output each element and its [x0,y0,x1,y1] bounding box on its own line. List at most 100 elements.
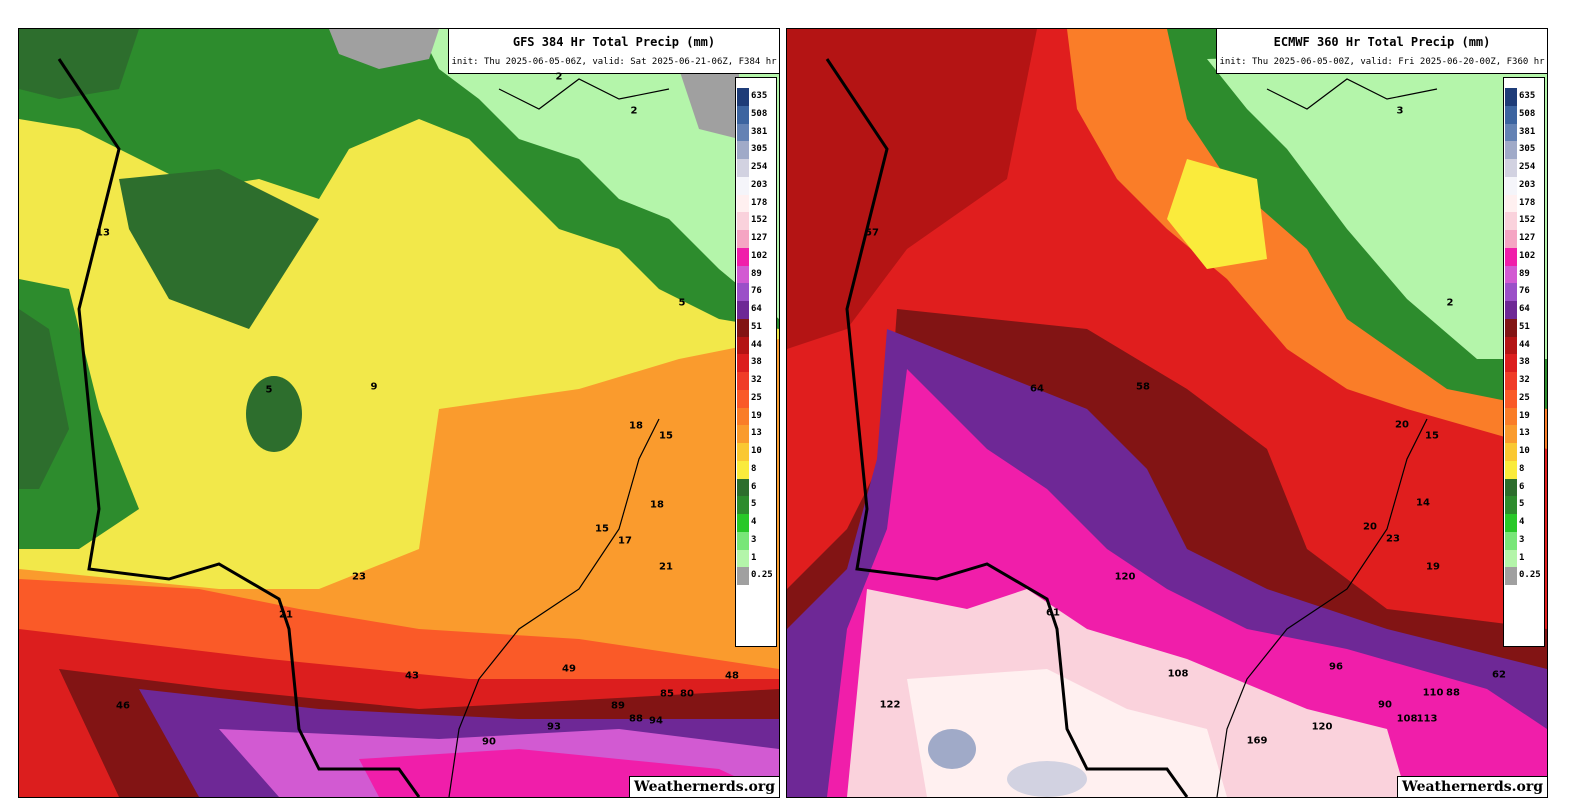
legend-entry: 38 [736,354,776,372]
legend-entry: 5 [736,496,776,514]
legend-label: 64 [1519,304,1530,314]
legend-label: 44 [1519,339,1530,350]
precip-value-label: 15 [659,430,673,442]
legend-label: 203 [1519,179,1536,190]
precip-value-label: 57 [865,227,879,239]
precip-value-label: 2 [555,71,563,83]
legend-swatch [737,336,749,355]
legend-swatch [1505,336,1517,355]
precip-value-label: 23 [1386,533,1400,545]
legend-swatch [1505,425,1517,443]
legend-entry: 203 [1504,176,1544,195]
legend-swatch [1505,443,1517,461]
legend-swatch [737,531,749,550]
legend-entry: 10 [736,443,776,461]
legend-swatch [737,407,749,426]
legend-entry: 13 [736,425,776,443]
precip-value-label: 48 [725,670,739,682]
precip-value-label: 122 [879,699,901,711]
legend-label: 64 [751,304,762,314]
legend-label: 32 [751,375,762,385]
legend-label: 25 [1519,392,1530,403]
gfs-map-panel: GFS 384 Hr Total Precip (mm) init: Thu 2… [18,28,780,798]
legend-label: 38 [1519,357,1530,368]
precip-value-label: 5 [265,384,273,396]
legend-label: 254 [751,162,768,172]
precip-value-label: 2 [630,105,638,117]
legend-swatch [737,389,749,408]
legend-swatch [1505,389,1517,408]
legend-swatch [737,443,749,461]
legend-swatch [737,88,749,106]
legend-swatch [737,141,749,159]
legend-entry: 305 [1504,141,1544,159]
precip-value-label: 15 [595,523,609,535]
precip-value-label: 88 [629,713,643,725]
legend-label: 89 [1519,268,1530,279]
legend-entry: 0.25 [736,567,776,585]
precip-value-label: 90 [482,736,496,748]
legend-entry: 44 [1504,336,1544,355]
legend-entry: 381 [736,123,776,142]
legend-swatch [1505,141,1517,159]
legend-entry: 178 [1504,194,1544,213]
legend-entry: 64 [736,301,776,319]
precip-value-label: 43 [405,670,419,682]
legend-swatch [737,567,749,585]
legend-swatch [737,549,749,568]
legend-label: 51 [1519,321,1530,332]
ecmwf-map-panel: ECMWF 360 Hr Total Precip (mm) init: Thu… [786,28,1548,798]
precip-value-label: 96 [1329,661,1343,673]
precip-value-label: 169 [1246,735,1268,747]
legend-entry: 44 [736,336,776,355]
legend-label: 5 [1519,499,1525,510]
map-subtitle: init: Thu 2025-06-05-00Z, valid: Fri 202… [1219,57,1545,67]
precip-value-label: 62 [1492,669,1506,681]
legend-swatch [1505,460,1517,479]
legend-label: 4 [1519,517,1525,527]
legend-label: 178 [751,197,768,208]
legend-label: 44 [751,339,762,350]
precip-value-label: 21 [279,609,293,621]
precip-value-label: 120 [1311,721,1333,733]
legend-entry: 0.25 [1504,567,1544,585]
legend-swatch [737,460,749,479]
legend-label: 19 [1519,410,1530,421]
legend-entry: 102 [1504,247,1544,266]
legend-swatch [737,230,749,248]
legend-entry: 8 [736,460,776,479]
legend-label: 4 [751,517,757,527]
legend-entry: 203 [736,176,776,195]
precip-value-label: 49 [562,663,576,675]
precip-value-label: 19 [1426,561,1440,573]
precip-value-label: 61 [1046,607,1060,619]
legend-label: 178 [1519,197,1536,208]
legend-entry: 8 [1504,460,1544,479]
legend-label: 635 [751,91,768,101]
legend-swatch [737,123,749,142]
legend-entry: 10 [1504,443,1544,461]
legend-label: 5 [751,499,757,510]
legend-swatch [737,212,749,230]
legend-label: 38 [751,357,762,368]
legend-swatch [1505,496,1517,514]
legend-entry: 76 [736,283,776,301]
legend-entry: 19 [736,407,776,426]
legend-label: 6 [751,481,757,492]
legend-swatch [737,194,749,213]
legend-entry: 25 [1504,389,1544,408]
legend-swatch [737,283,749,301]
legend-entry: 254 [736,159,776,177]
legend-entry: 51 [736,318,776,337]
legend-label: 1 [751,552,757,563]
legend-swatch [1505,567,1517,585]
map-title: ECMWF 360 Hr Total Precip (mm) [1273,35,1491,49]
legend-label: 127 [751,233,768,243]
legend-swatch [1505,478,1517,497]
legend-swatch [1505,105,1517,124]
legend-entry: 127 [1504,230,1544,248]
legend-label: 0.25 [751,570,773,581]
legend-swatch [1505,514,1517,532]
precip-value-label: 23 [352,571,366,583]
precip-value-label: 2 [1446,297,1454,309]
